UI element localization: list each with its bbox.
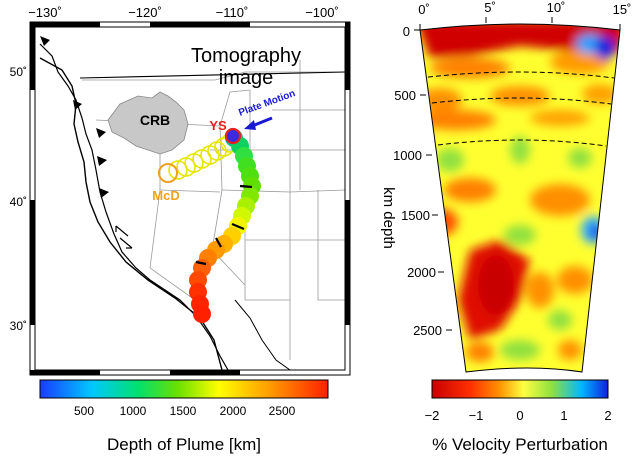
depth-tick-2500: 2500 <box>269 404 296 418</box>
tomography-title-2: image <box>219 67 273 89</box>
depth-label-2000: 2000 <box>407 265 436 280</box>
depth-label-1500: 1500 <box>401 208 430 223</box>
vel-tick-2: 2 <box>604 408 611 423</box>
map-frame-ticks <box>30 22 350 375</box>
velocity-colorbar: −2 −1 0 1 2 % Velocity Perturbation <box>425 379 612 454</box>
lat-tick-40: 40˚ <box>10 195 27 209</box>
depth-tick-500: 500 <box>74 404 94 418</box>
section-ylabel: km depth <box>380 187 397 249</box>
depth-label-2500: 2500 <box>413 323 442 338</box>
plate-boundary <box>39 57 223 370</box>
angle-tick-5: 5˚ <box>484 0 496 15</box>
section-top-ticks <box>419 17 621 30</box>
depth-label-1000: 1000 <box>393 148 422 163</box>
angle-tick-15: 15˚ <box>613 2 632 17</box>
depth-tick-1000: 1000 <box>120 404 147 418</box>
angle-tick-10: 10˚ <box>547 0 566 15</box>
depth-label-500: 500 <box>394 88 416 103</box>
mcd-marker <box>158 163 178 183</box>
vel-tick-minus1: −1 <box>469 408 484 423</box>
mcd-label: McD <box>152 188 179 203</box>
map-background <box>35 27 345 370</box>
map-panel: −130˚ −120˚ −110˚ −100˚ 50˚ 40˚ 30˚ Tomo… <box>10 5 351 376</box>
crb-region <box>107 91 189 155</box>
section-markers <box>195 184 253 266</box>
mexico-coast <box>234 299 291 370</box>
lat-tick-50: 50˚ <box>10 65 27 79</box>
discontinuities <box>420 71 615 147</box>
ys-marker <box>224 127 242 145</box>
lon-tick-130: −130˚ <box>28 5 62 20</box>
crb-label: CRB <box>140 112 170 128</box>
fault-arrows <box>115 225 133 249</box>
vel-tick-1: 1 <box>560 408 567 423</box>
depth-label-0: 0 <box>403 24 410 39</box>
depth-colorbar: 500 1000 1500 2000 2500 Depth of Plume [… <box>39 379 329 454</box>
velocity-colorbar-label: % Velocity Perturbation <box>432 435 608 454</box>
velocity-colorbar-ramp <box>431 379 609 399</box>
ys-label: YS <box>209 118 227 133</box>
section-depth-ticks <box>414 29 452 331</box>
angle-tick-0: 0˚ <box>418 2 430 17</box>
subduction-teeth <box>40 36 109 198</box>
depth-tick-1500: 1500 <box>170 404 197 418</box>
lat-tick-30: 30˚ <box>10 319 27 333</box>
vel-tick-0: 0 <box>516 408 523 423</box>
us-canada-border <box>79 71 345 79</box>
lon-tick-120: −120˚ <box>128 5 162 20</box>
section-panel: 0˚ 5˚ 10˚ 15˚ 0 500 1000 1500 2000 2500 … <box>380 0 632 373</box>
lon-tick-110: −110˚ <box>216 5 249 20</box>
depth-tick-2000: 2000 <box>220 404 247 418</box>
depth-colorbar-ramp <box>39 379 329 399</box>
vel-tick-minus2: −2 <box>425 408 440 423</box>
plate-motion-arrow <box>244 116 273 130</box>
tomography-title-1: Tomography <box>191 45 301 67</box>
depth-colorbar-label: Depth of Plume [km] <box>107 435 261 454</box>
lon-tick-100: −100˚ <box>305 5 339 20</box>
